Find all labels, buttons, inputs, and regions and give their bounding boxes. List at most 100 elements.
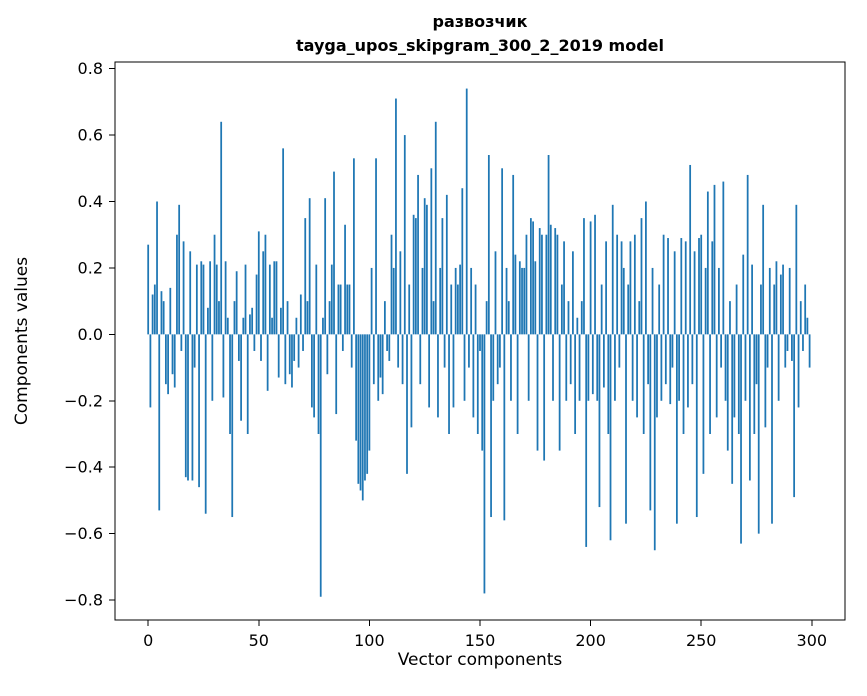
bar bbox=[191, 334, 194, 481]
bar bbox=[443, 334, 446, 368]
bar bbox=[521, 267, 523, 335]
bar bbox=[664, 334, 667, 385]
x-tick-label: 100 bbox=[354, 631, 385, 650]
bar bbox=[804, 284, 807, 335]
bar bbox=[187, 334, 189, 481]
bar bbox=[627, 284, 630, 335]
bar bbox=[742, 254, 745, 335]
bar bbox=[746, 174, 749, 335]
chart-title-block: развозчик tayga_upos_skipgram_300_2_2019… bbox=[115, 10, 845, 58]
bar bbox=[156, 201, 158, 335]
bar bbox=[695, 334, 698, 518]
bar bbox=[209, 261, 212, 335]
bar bbox=[572, 251, 574, 335]
bar bbox=[552, 334, 554, 401]
bar bbox=[483, 334, 486, 594]
bar bbox=[448, 334, 450, 434]
bar bbox=[302, 334, 304, 351]
bar bbox=[383, 301, 386, 335]
bar bbox=[226, 317, 229, 335]
x-tick-label: 200 bbox=[575, 631, 606, 650]
bar bbox=[598, 334, 601, 508]
bar bbox=[262, 251, 265, 335]
bar bbox=[346, 284, 349, 335]
bar bbox=[240, 334, 242, 421]
bar bbox=[691, 334, 694, 385]
bar bbox=[452, 334, 455, 408]
bar bbox=[541, 234, 543, 335]
bar bbox=[151, 294, 154, 335]
bar bbox=[649, 334, 652, 511]
bar bbox=[656, 334, 658, 418]
bar bbox=[472, 334, 475, 418]
bar bbox=[782, 264, 784, 335]
bar bbox=[589, 221, 592, 335]
bar bbox=[629, 241, 632, 335]
bar bbox=[280, 307, 282, 335]
bar bbox=[306, 301, 309, 335]
bar bbox=[779, 274, 782, 335]
bar bbox=[189, 251, 192, 335]
bar bbox=[737, 334, 740, 434]
bar bbox=[419, 334, 422, 385]
x-tick-label: 50 bbox=[249, 631, 269, 650]
bar bbox=[536, 334, 539, 451]
bar bbox=[576, 317, 579, 335]
bar bbox=[684, 241, 687, 335]
bar bbox=[538, 228, 541, 335]
bar bbox=[180, 334, 183, 351]
bar bbox=[532, 221, 534, 335]
bar bbox=[253, 334, 256, 351]
bar bbox=[678, 334, 680, 401]
bar bbox=[518, 261, 521, 335]
bar bbox=[766, 334, 769, 368]
bar bbox=[516, 334, 519, 434]
bar bbox=[549, 224, 552, 335]
bar bbox=[377, 334, 380, 401]
bar bbox=[291, 334, 293, 388]
bar bbox=[284, 334, 287, 385]
bar bbox=[324, 198, 327, 335]
bar bbox=[523, 267, 526, 335]
y-tick-label: 0.8 bbox=[78, 59, 103, 78]
bar bbox=[709, 334, 711, 434]
bar bbox=[224, 261, 227, 335]
chart-title: развозчик bbox=[432, 12, 528, 31]
bar bbox=[198, 334, 200, 488]
bar bbox=[689, 164, 692, 335]
bar bbox=[423, 198, 426, 335]
bar bbox=[220, 121, 223, 335]
bar bbox=[333, 171, 335, 335]
bar bbox=[330, 264, 333, 335]
bar bbox=[275, 261, 278, 335]
bar bbox=[525, 234, 528, 335]
bar bbox=[496, 334, 499, 385]
bar bbox=[370, 267, 373, 335]
bar bbox=[381, 334, 384, 395]
bar bbox=[797, 334, 800, 408]
bar bbox=[773, 284, 776, 335]
bar bbox=[255, 274, 258, 335]
bar bbox=[434, 121, 437, 335]
bar bbox=[605, 241, 607, 335]
bar bbox=[271, 317, 273, 335]
bar bbox=[341, 334, 344, 351]
bar bbox=[277, 334, 280, 378]
bar bbox=[795, 204, 798, 335]
bar bbox=[357, 334, 360, 484]
bar bbox=[702, 334, 705, 474]
x-tick-label: 150 bbox=[465, 631, 496, 650]
bar bbox=[437, 334, 439, 418]
bar bbox=[735, 284, 738, 335]
bar bbox=[408, 284, 411, 335]
bar bbox=[682, 334, 685, 434]
bar bbox=[428, 334, 431, 408]
bar bbox=[556, 234, 559, 335]
bar bbox=[764, 334, 767, 428]
bar bbox=[693, 251, 696, 335]
bar bbox=[169, 287, 172, 335]
bar bbox=[594, 214, 596, 335]
bar bbox=[505, 267, 508, 335]
bar bbox=[178, 204, 181, 335]
